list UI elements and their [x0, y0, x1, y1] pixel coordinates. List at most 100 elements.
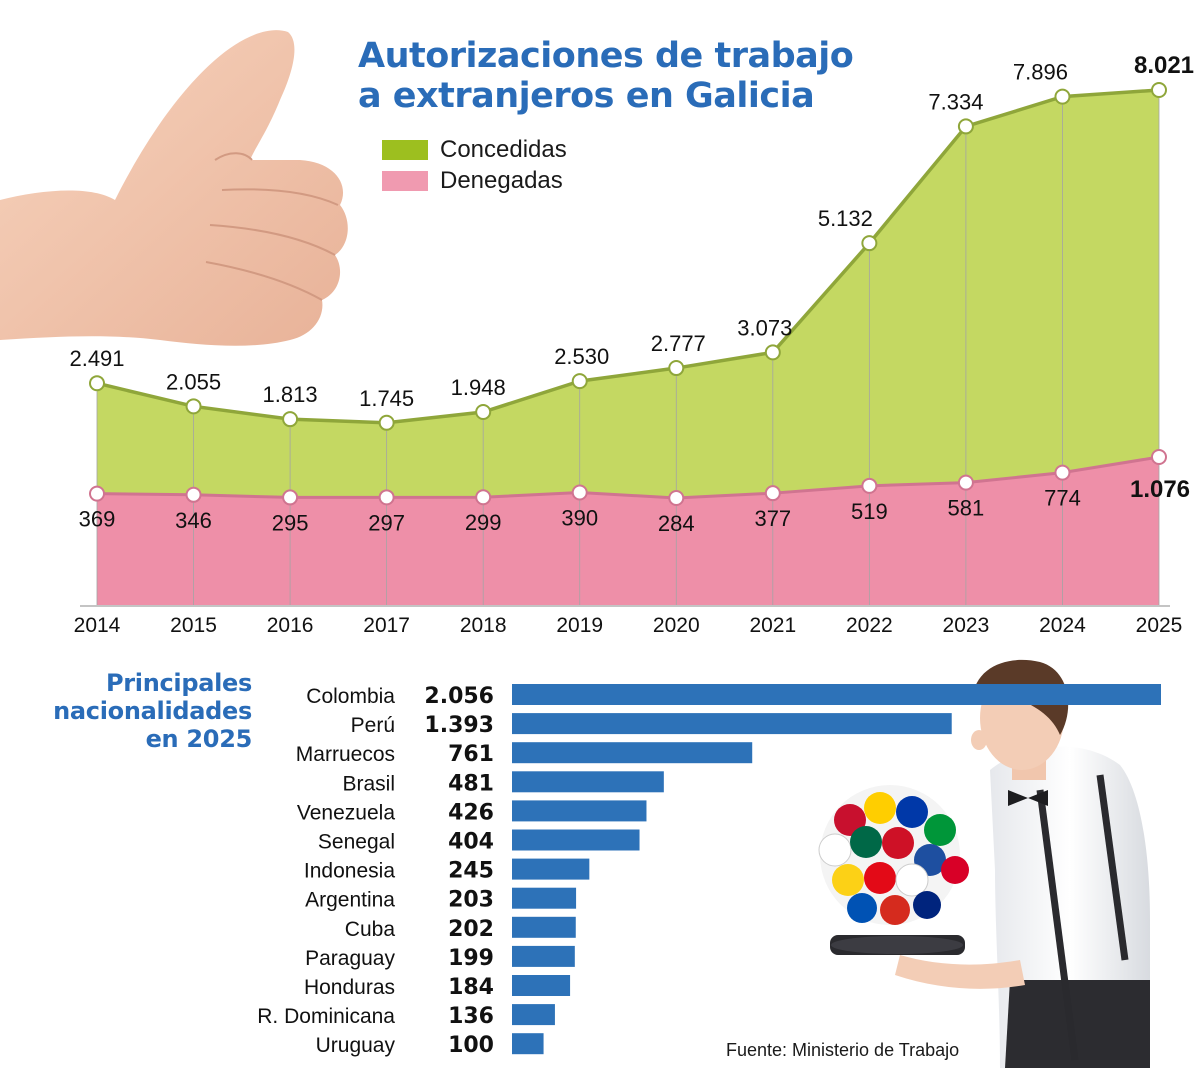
- denegadas-value-label: 519: [851, 499, 888, 524]
- denegadas-point: [475, 489, 492, 506]
- nationality-label: Colombia: [306, 685, 395, 708]
- nationalities-title-line: nacionalidades: [53, 697, 252, 725]
- x-tick-label: 2023: [943, 614, 990, 637]
- denegadas-value-label: 390: [561, 506, 598, 531]
- nationality-bar: [512, 684, 1161, 705]
- x-tick-label: 2020: [653, 614, 700, 637]
- nationality-label: Cuba: [345, 918, 396, 941]
- nationality-bar: [512, 858, 590, 880]
- nationality-value-label: 202: [448, 917, 494, 942]
- denegadas-value-label: 581: [948, 496, 985, 521]
- denegadas-point: [282, 489, 299, 506]
- nationality-value-label: 100: [448, 1033, 494, 1058]
- nationality-label: Marruecos: [296, 743, 395, 766]
- concedidas-value-label: 1.948: [451, 375, 506, 400]
- denegadas-value-label: 774: [1044, 486, 1081, 511]
- denegadas-point: [1151, 449, 1167, 465]
- denegadas-value-label: 346: [175, 508, 212, 533]
- concedidas-value-label: 7.896: [1013, 60, 1068, 85]
- nationality-label: Honduras: [304, 976, 395, 999]
- denegadas-point: [861, 477, 878, 494]
- concedidas-point: [185, 398, 202, 415]
- nationality-label: R. Dominicana: [257, 1005, 395, 1028]
- legend-label: Denegadas: [440, 166, 563, 194]
- concedidas-value-label: 2.491: [69, 346, 124, 371]
- concedidas-value-label: 7.334: [928, 89, 983, 114]
- nationality-label: Brasil: [342, 772, 395, 795]
- concedidas-point: [378, 414, 395, 431]
- chart-title: Autorizaciones de trabajo a extranjeros …: [358, 36, 854, 116]
- concedidas-area: [97, 90, 1159, 605]
- concedidas-value-label: 2.777: [651, 331, 706, 356]
- nationalities-title-line: Principales: [105, 669, 252, 697]
- thumbs-up-hand-photo: [0, 30, 348, 346]
- nationality-value-label: 1.393: [424, 713, 494, 738]
- legend-item-concedidas: Concedidas: [382, 134, 567, 165]
- nationality-value-label: 245: [448, 859, 494, 884]
- nationality-bar: [512, 887, 577, 909]
- legend: Concedidas Denegadas: [382, 134, 567, 196]
- nationality-label: Venezuela: [297, 801, 395, 824]
- flags-cluster: [818, 785, 969, 925]
- concedidas-value-label: 8.021: [1134, 52, 1194, 79]
- nationality-bar: [512, 713, 952, 735]
- denegadas-point: [668, 490, 685, 506]
- nationality-value-label: 481: [448, 771, 494, 796]
- concedidas-value-label: 2.530: [554, 344, 609, 369]
- concedidas-point: [571, 373, 588, 390]
- nationality-value-label: 404: [448, 830, 494, 855]
- nationality-label: Senegal: [318, 831, 395, 854]
- concedidas-point: [1054, 88, 1071, 105]
- concedidas-point: [89, 375, 105, 392]
- denegadas-line: [96, 455, 1160, 500]
- x-tick-label: 2024: [1039, 614, 1086, 637]
- source-note: Fuente: Ministerio de Trabajo: [726, 1040, 960, 1060]
- concedidas-point: [282, 411, 299, 428]
- chart-title-line: a extranjeros en Galicia: [358, 76, 815, 116]
- nationality-value-label: 184: [448, 975, 494, 1000]
- x-tick-label: 2014: [74, 614, 121, 637]
- x-tick-label: 2021: [749, 614, 796, 637]
- nationality-bar: [512, 945, 575, 967]
- nationality-bar: [512, 800, 647, 822]
- denegadas-value-label: 295: [272, 510, 309, 535]
- denegadas-value-label: 377: [754, 506, 791, 531]
- nationality-value-label: 2.056: [424, 684, 494, 709]
- nationality-value-label: 203: [448, 888, 494, 913]
- x-tick-label: 2018: [460, 614, 507, 637]
- concedidas-value-label: 1.745: [359, 386, 414, 411]
- denegadas-area: [97, 457, 1159, 605]
- area-chart: 2.491 2.055 1.813 1.745 1.948 2.530 2.777 3.073…: [69, 52, 1194, 637]
- x-tick-label: 2016: [267, 614, 314, 637]
- nationality-bar-chart: Colombia 2.056 Perú 1.393 Marruecos 761 Brasil…: [257, 684, 1161, 1058]
- nationality-value-label: 136: [448, 1004, 494, 1029]
- x-tick-label: 2022: [846, 614, 893, 637]
- denegadas-point: [185, 486, 202, 503]
- nationality-label: Perú: [351, 714, 395, 737]
- nationality-label: Indonesia: [304, 860, 395, 883]
- nationality-label: Argentina: [305, 889, 395, 912]
- nationality-label: Paraguay: [305, 947, 395, 970]
- denegadas-point: [571, 484, 588, 501]
- concedidas-point: [668, 360, 685, 377]
- nationality-bar: [512, 771, 664, 793]
- legend-swatch-concedidas: [382, 139, 428, 160]
- concedidas-point: [1151, 82, 1167, 98]
- nationality-label: Uruguay: [316, 1034, 396, 1057]
- concedidas-value-label: 5.132: [818, 206, 873, 231]
- denegadas-value-label: 1.076: [1130, 476, 1190, 503]
- concedidas-point: [957, 118, 974, 135]
- nationality-value-label: 426: [448, 800, 494, 825]
- legend-label: Concedidas: [440, 135, 567, 163]
- denegadas-value-label: 284: [658, 511, 695, 536]
- x-tick-label: 2025: [1136, 614, 1183, 637]
- denegadas-point: [1054, 464, 1071, 481]
- concedidas-point: [764, 344, 781, 361]
- x-tick-label: 2015: [170, 614, 217, 637]
- x-tick-label: 2017: [363, 614, 410, 637]
- denegadas-value-label: 299: [465, 510, 502, 535]
- concedidas-point: [475, 404, 492, 420]
- concedidas-point: [861, 235, 878, 252]
- nationality-bar: [512, 1033, 544, 1055]
